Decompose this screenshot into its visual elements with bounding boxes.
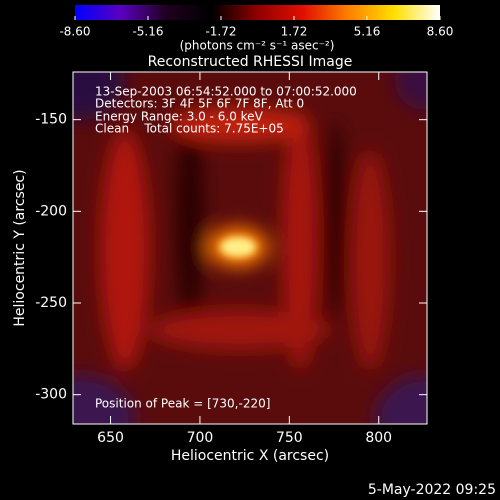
x-tick-label: 650 — [97, 430, 124, 446]
annotation: Energy Range: 3.0 - 6.0 keV — [95, 110, 264, 124]
y-tick-label: -250 — [35, 295, 67, 311]
annotation: Detectors: 3F 4F 5F 6F 7F 8F, Att 0 — [95, 97, 304, 111]
colorbar-tick-label: -5.16 — [132, 25, 163, 39]
colorbar-tick-label: -8.60 — [59, 25, 90, 39]
y-tick-label: -200 — [35, 203, 67, 219]
y-tick-label: -300 — [35, 387, 67, 403]
annotation: Clean Total counts: 7.75E+05 — [95, 122, 284, 136]
x-tick-label: 700 — [187, 430, 214, 446]
colorbar-tick-label: 8.60 — [427, 25, 454, 39]
annotation: 13-Sep-2003 06:54:52.000 to 07:00:52.000 — [95, 85, 357, 99]
x-tick-label: 750 — [276, 430, 303, 446]
x-axis-label: Heliocentric X (arcsec) — [171, 448, 329, 464]
timestamp: 5-May-2022 09:25 — [368, 482, 496, 498]
colorbar — [75, 5, 440, 20]
y-tick-label: -150 — [35, 112, 67, 128]
colorbar-tick-label: 1.72 — [281, 25, 308, 39]
colorbar-tick-label: -1.72 — [205, 25, 236, 39]
y-axis-label: Heliocentric Y (arcsec) — [12, 169, 28, 326]
x-tick-label: 800 — [365, 430, 392, 446]
colorbar-tick-label: 5.16 — [354, 25, 381, 39]
annotation: Position of Peak = [730,-220] — [95, 397, 270, 411]
plot-frame — [72, 71, 428, 425]
chart-title: Reconstructed RHESSI Image — [148, 54, 353, 70]
colorbar-label: (photons cm⁻² s⁻¹ asec⁻²) — [180, 39, 335, 53]
image — [73, 72, 427, 424]
